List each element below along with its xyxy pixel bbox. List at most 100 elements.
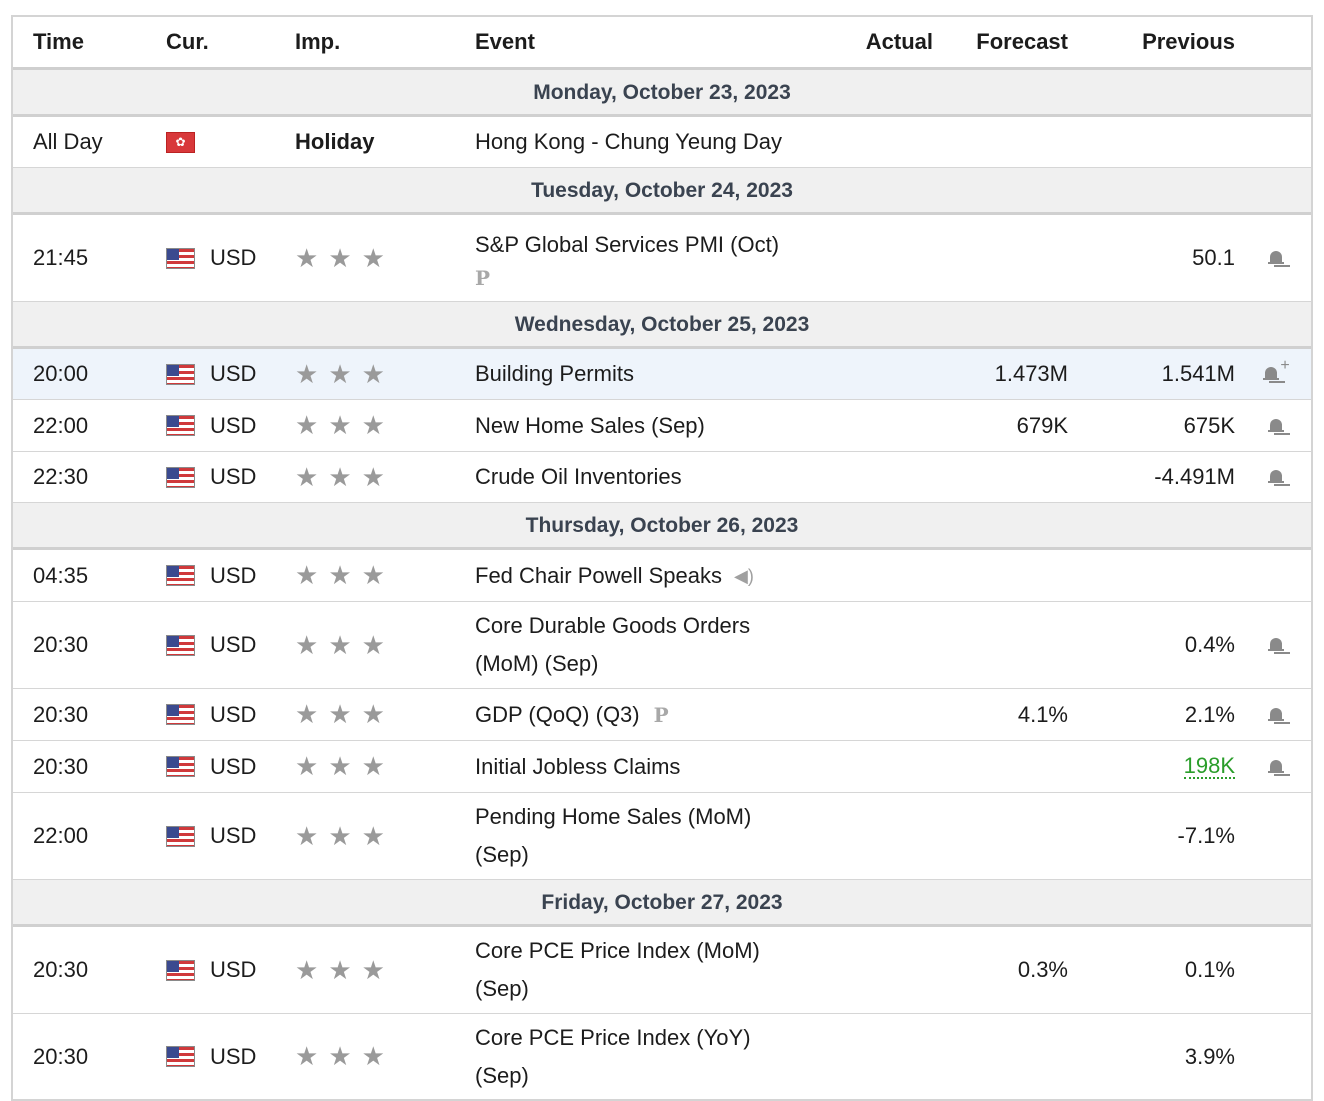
bell-icon[interactable] [1261, 400, 1291, 451]
event-cell: GDP (QoQ) (Q3) P [475, 689, 835, 740]
table-row[interactable]: 20:30 USD ★ ★ ★ Core PCE Price Index (YoY)… [13, 1014, 1311, 1099]
table-header: Time Cur. Imp. Event Actual Forecast Pre… [13, 17, 1311, 70]
importance-stars: ★ ★ ★ [295, 602, 395, 688]
star-icon: ★ [328, 955, 351, 986]
table-row[interactable]: 22:00 USD ★ ★ ★ Pending Home Sales (MoM) (… [13, 793, 1311, 880]
star-icon: ★ [295, 1041, 318, 1072]
economic-calendar-table: Time Cur. Imp. Event Actual Forecast Pre… [11, 15, 1313, 1101]
bell-icon[interactable] [1261, 215, 1291, 301]
star-icon: ★ [362, 410, 385, 441]
star-icon: ★ [295, 630, 318, 661]
previous-value: 0.1% [1113, 927, 1235, 1013]
event-time: 22:00 [33, 793, 88, 879]
event-time: 21:45 [33, 215, 88, 301]
star-icon: ★ [362, 821, 385, 852]
star-icon: ★ [328, 359, 351, 390]
table-row[interactable]: 20:00 USD ★ ★ ★ Building Permits 1.473M 1.… [13, 349, 1311, 400]
table-row[interactable]: 22:00 USD ★ ★ ★ New Home Sales (Sep) 679K … [13, 400, 1311, 452]
currency: USD [210, 793, 256, 879]
us-flag-icon [166, 400, 195, 451]
date-header: Thursday, October 26, 2023 [13, 503, 1311, 550]
previous-value: 2.1% [1113, 689, 1235, 740]
preliminary-p-icon: P [475, 265, 490, 291]
star-icon: ★ [328, 699, 351, 730]
star-icon: ★ [362, 243, 385, 274]
us-flag-icon [166, 1014, 195, 1099]
header-time[interactable]: Time [33, 17, 84, 67]
header-importance[interactable]: Imp. [295, 17, 340, 67]
importance-stars: ★ ★ ★ [295, 689, 395, 740]
currency: USD [210, 741, 256, 792]
event-name[interactable]: Core PCE Price Index (MoM) (Sep) [475, 927, 805, 1013]
event-name[interactable]: Crude Oil Inventories [475, 452, 835, 502]
star-icon: ★ [295, 410, 318, 441]
table-row[interactable]: 20:30 USD ★ ★ ★ Core PCE Price Index (MoM)… [13, 927, 1311, 1014]
bell-icon[interactable] [1261, 602, 1291, 688]
event-name[interactable]: S&P Global Services PMI (Oct) [475, 225, 779, 265]
us-flag-icon [166, 452, 195, 502]
previous-value: -4.491M [1113, 452, 1235, 502]
previous-value-revised[interactable]: 198K [1113, 741, 1235, 792]
star-icon: ★ [295, 243, 318, 274]
star-icon: ★ [362, 699, 385, 730]
event-name[interactable]: Core Durable Goods Orders (MoM) (Sep) [475, 602, 795, 688]
star-icon: ★ [328, 821, 351, 852]
event-time: All Day [33, 117, 103, 167]
event-name[interactable]: Hong Kong - Chung Yeung Day [475, 117, 835, 167]
table-row[interactable]: All Day ✿ Holiday Hong Kong - Chung Yeun… [13, 117, 1311, 168]
event-time: 20:30 [33, 1014, 88, 1099]
bell-icon[interactable] [1261, 689, 1291, 740]
event-name[interactable]: Pending Home Sales (MoM) (Sep) [475, 793, 795, 879]
event-time: 22:00 [33, 400, 88, 451]
header-actual[interactable]: Actual [833, 17, 933, 67]
previous-value: 675K [1113, 400, 1235, 451]
currency: USD [210, 400, 256, 451]
table-row[interactable]: 20:30 USD ★ ★ ★ Initial Jobless Claims 198… [13, 741, 1311, 793]
event-name[interactable]: GDP (QoQ) (Q3) [475, 696, 640, 734]
star-icon: ★ [328, 630, 351, 661]
us-flag-icon [166, 689, 195, 740]
table-row[interactable]: 04:35 USD ★ ★ ★ Fed Chair Powell Speaks ◀) [13, 550, 1311, 602]
header-event[interactable]: Event [475, 17, 835, 67]
table-row[interactable]: 22:30 USD ★ ★ ★ Crude Oil Inventories -4.4… [13, 452, 1311, 503]
us-flag-icon [166, 741, 195, 792]
event-time: 22:30 [33, 452, 88, 502]
currency: USD [210, 215, 256, 301]
header-currency[interactable]: Cur. [166, 17, 209, 67]
star-icon: ★ [295, 821, 318, 852]
table-row[interactable]: 20:30 USD ★ ★ ★ GDP (QoQ) (Q3) P 4.1% 2.1% [13, 689, 1311, 741]
star-icon: ★ [362, 955, 385, 986]
table-row[interactable]: 21:45 USD ★ ★ ★ S&P Global Services PMI (O… [13, 215, 1311, 302]
us-flag-icon [166, 550, 195, 601]
us-flag-icon [166, 602, 195, 688]
currency: USD [210, 927, 256, 1013]
event-time: 20:30 [33, 602, 88, 688]
header-forecast[interactable]: Forecast [953, 17, 1068, 67]
revised-previous-value[interactable]: 198K [1184, 755, 1235, 779]
star-icon: ★ [328, 243, 351, 274]
date-header: Friday, October 27, 2023 [13, 880, 1311, 927]
event-name[interactable]: Fed Chair Powell Speaks [475, 557, 722, 595]
date-header: Monday, October 23, 2023 [13, 70, 1311, 117]
bell-icon[interactable] [1261, 741, 1291, 792]
forecast-value: 1.473M [953, 349, 1068, 399]
currency: USD [210, 349, 256, 399]
importance-stars: ★ ★ ★ [295, 215, 395, 301]
event-name[interactable]: Core PCE Price Index (YoY) (Sep) [475, 1014, 805, 1099]
importance-stars: ★ ★ ★ [295, 1014, 395, 1099]
star-icon: ★ [295, 955, 318, 986]
header-previous[interactable]: Previous [1113, 17, 1235, 67]
star-icon: ★ [362, 560, 385, 591]
importance-stars: ★ ★ ★ [295, 793, 395, 879]
table-row[interactable]: 20:30 USD ★ ★ ★ Core Durable Goods Orders … [13, 602, 1311, 689]
star-icon: ★ [362, 630, 385, 661]
previous-value: 3.9% [1113, 1014, 1235, 1099]
event-name[interactable]: Building Permits [475, 349, 835, 399]
currency: USD [210, 1014, 256, 1099]
bell-icon[interactable] [1261, 452, 1291, 502]
event-name[interactable]: New Home Sales (Sep) [475, 400, 835, 451]
previous-value: 0.4% [1113, 602, 1235, 688]
star-icon: ★ [295, 462, 318, 493]
add-alert-bell-icon[interactable]: + [1261, 349, 1291, 399]
event-name[interactable]: Initial Jobless Claims [475, 741, 835, 792]
